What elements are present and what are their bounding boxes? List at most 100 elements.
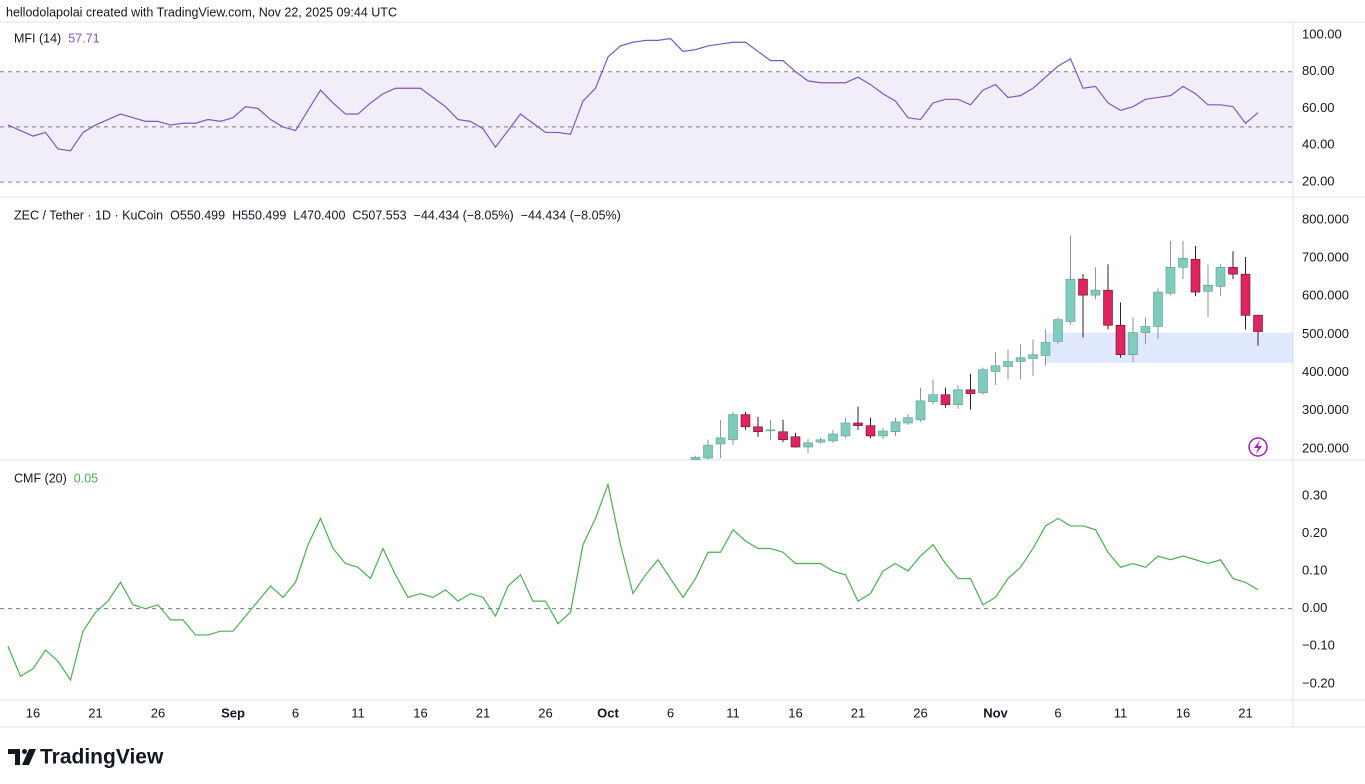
candle-body [890, 421, 901, 433]
candle-body [915, 400, 926, 421]
ohlc-legend: C507.553 [352, 208, 406, 222]
y-tick-label: 500.000 [1302, 326, 1349, 341]
y-tick-label: 80.00 [1302, 63, 1335, 78]
x-tick-label: Nov [983, 705, 1008, 720]
x-tick-label: 6 [1054, 705, 1061, 720]
highlight-zone [1046, 332, 1293, 364]
y-tick-label: −0.20 [1302, 675, 1335, 690]
candle-body [990, 365, 1001, 372]
candle-body [728, 414, 738, 441]
candle-body [953, 389, 963, 405]
y-tick-label: 0.30 [1302, 487, 1327, 502]
y-tick-label: 800.000 [1302, 211, 1349, 226]
candle-body [1003, 361, 1013, 367]
candle-body [1090, 289, 1101, 296]
x-tick-label: Oct [597, 705, 619, 720]
candle-body [1028, 354, 1038, 359]
candle-body [765, 429, 776, 432]
candle-body [1240, 273, 1251, 316]
y-tick-label: 0.10 [1302, 562, 1327, 577]
x-tick-label: 11 [351, 705, 365, 720]
x-tick-label: 16 [413, 705, 427, 720]
candle-body [1053, 319, 1063, 342]
x-tick-label: 26 [151, 705, 165, 720]
pane [0, 37, 1293, 183]
ohlc-legend: O550.499 [170, 208, 225, 222]
y-tick-label: 300.000 [1302, 402, 1349, 417]
x-tick-label: 26 [538, 705, 552, 720]
x-tick-label: 16 [1176, 705, 1190, 720]
x-tick-label: 11 [726, 705, 740, 720]
candle-body [1228, 267, 1238, 275]
candle-body [1065, 278, 1076, 322]
candle-body [903, 417, 913, 424]
pane-value: 0.05 [74, 471, 98, 485]
candle-body [1078, 278, 1088, 296]
y-tick-label: −0.10 [1302, 638, 1335, 653]
x-tick-label: 26 [913, 705, 927, 720]
pane-value: 57.71 [68, 31, 99, 45]
pane-title: CMF (20) [14, 471, 67, 485]
y-tick-label: 700.000 [1302, 250, 1349, 265]
lightning-icon[interactable] [1248, 437, 1268, 457]
level-band [0, 71, 1293, 183]
candle-body [703, 444, 713, 459]
logo-text: TradingView [40, 746, 164, 769]
candle-body [828, 433, 838, 442]
candle-body [978, 369, 988, 394]
line [7, 37, 1259, 152]
candle-body [690, 457, 701, 460]
candle-body [1015, 357, 1026, 362]
candle-body [1040, 342, 1051, 356]
header: hellodolapolai created with TradingView.… [6, 5, 397, 19]
y-tick-label: 400.000 [1302, 364, 1349, 379]
x-tick-label: 21 [476, 705, 490, 720]
candle-body [815, 439, 826, 443]
candle-body [840, 422, 851, 437]
candle-body [1190, 258, 1201, 293]
candle-body [803, 442, 813, 448]
x-tick-label: 6 [292, 705, 299, 720]
y-tick-label: 0.20 [1302, 525, 1327, 540]
candle-body [715, 437, 726, 445]
candle-body [878, 430, 888, 437]
pane-title: MFI (14) [14, 31, 61, 45]
y-tick-label: 100.00 [1302, 26, 1342, 41]
ohlc-legend: −44.434 (−8.05%) [521, 208, 621, 222]
candle-body [853, 422, 863, 426]
candle-body [790, 436, 801, 448]
y-tick-label: 200.000 [1302, 440, 1349, 455]
pane-title: ZEC / Tether · 1D · KuCoin [14, 208, 163, 222]
x-tick-label: 11 [1114, 705, 1128, 720]
ohlc-legend: H550.499 [232, 208, 286, 222]
candle-body [740, 414, 751, 428]
candle-body [1153, 291, 1163, 327]
candle-body [965, 389, 976, 394]
y-tick-label: 600.000 [1302, 288, 1349, 303]
candle-body [1140, 326, 1151, 333]
pane [0, 482, 1293, 682]
candle-body [1253, 314, 1263, 332]
candle-body [1215, 267, 1226, 287]
candle-body [865, 425, 876, 437]
y-tick-label: 0.00 [1302, 600, 1327, 615]
x-tick-label: Sep [221, 705, 245, 720]
logo: TradingView [8, 746, 164, 769]
pane [690, 235, 1293, 460]
x-tick-label: 16 [26, 705, 40, 720]
x-tick-label: 21 [851, 705, 865, 720]
candle-body [940, 394, 951, 405]
candle-body [1178, 257, 1188, 268]
x-tick-label: 16 [788, 705, 802, 720]
x-tick-label: 6 [667, 705, 674, 720]
candle-body [778, 431, 788, 441]
candle-body [1203, 284, 1213, 292]
candle-body [1103, 289, 1113, 326]
ohlc-legend: −44.434 (−8.05%) [414, 208, 514, 222]
ohlc-legend: L470.400 [293, 208, 345, 222]
candle-body [753, 426, 763, 433]
y-tick-label: 20.00 [1302, 174, 1335, 189]
